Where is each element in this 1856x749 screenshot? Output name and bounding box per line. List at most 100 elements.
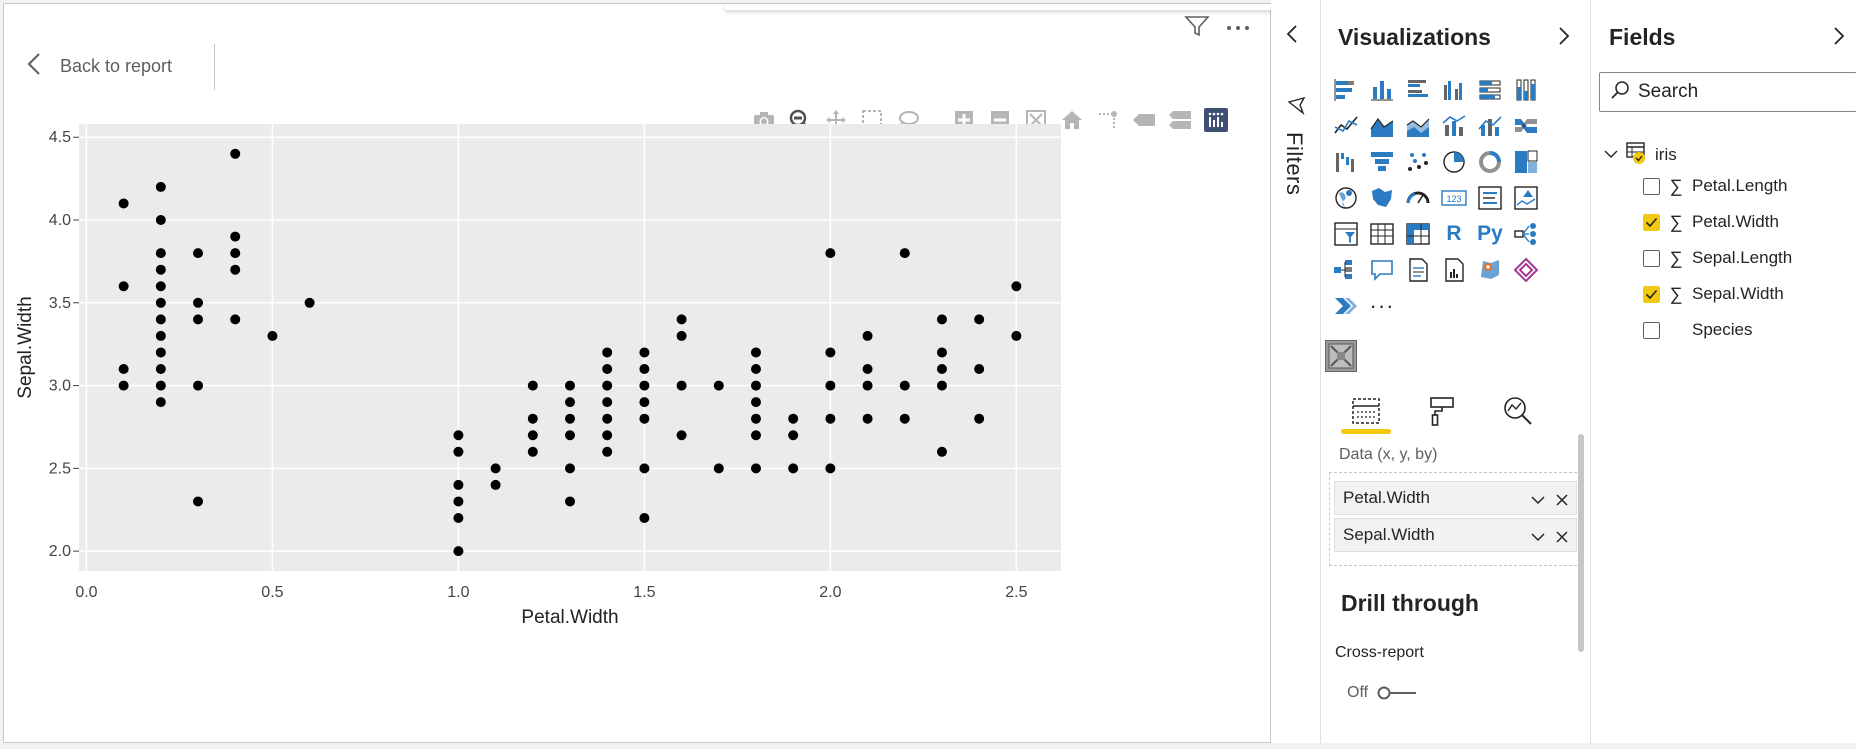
scatter-point[interactable] [453,496,464,507]
pie-chart-icon[interactable] [1436,144,1472,180]
chevron-right-icon[interactable] [1832,26,1846,51]
scatter-point[interactable] [304,297,315,308]
scatter-point[interactable] [825,347,836,358]
scatter-point[interactable] [750,347,761,358]
line-chart-icon[interactable] [1328,108,1364,144]
scatter-point[interactable] [230,264,241,275]
scatter-point[interactable] [974,314,985,325]
more-options-icon[interactable] [1226,20,1250,38]
scatter-point[interactable] [267,330,278,341]
scatter-point[interactable] [155,347,166,358]
waterfall-chart-icon[interactable] [1328,144,1364,180]
key-influencers-icon[interactable] [1508,216,1544,252]
scatter-point[interactable] [639,397,650,408]
donut-chart-icon[interactable] [1472,144,1508,180]
scatter-point[interactable] [825,413,836,424]
map-icon[interactable] [1328,180,1364,216]
power-apps-icon[interactable] [1508,252,1544,288]
scatter-point[interactable] [936,364,947,375]
scatter-point[interactable] [118,364,129,375]
scatter-point[interactable] [676,430,687,441]
scatter-point[interactable] [565,496,575,507]
scatter-point[interactable] [155,397,166,408]
chevron-down-icon[interactable] [1530,528,1546,548]
scatter-point[interactable] [155,380,166,391]
scatter-point[interactable] [155,314,166,325]
field-item[interactable]: ∑ Sepal.Length [1603,240,1792,276]
scatter-point[interactable] [230,248,241,259]
plotly-logo-icon[interactable] [1198,106,1234,134]
scatter-point[interactable] [527,413,538,424]
scatter-point[interactable] [193,496,204,507]
checkbox-checked[interactable] [1643,213,1660,231]
scatter-point[interactable] [193,380,204,391]
scatter-point[interactable] [490,479,501,490]
chevron-right-icon[interactable] [1557,26,1571,51]
scatter-point[interactable] [825,463,836,474]
well-field-petal-width[interactable]: Petal.Width [1334,481,1577,515]
stacked-bar-chart-icon[interactable] [1328,72,1364,108]
scatter-point[interactable] [155,281,166,292]
scatter-point[interactable] [639,347,650,358]
scatter-point[interactable] [453,513,464,524]
scatter-point[interactable] [750,430,761,441]
well-field-sepal-width[interactable]: Sepal.Width [1334,518,1577,552]
gauge-icon[interactable] [1400,180,1436,216]
scatter-chart-icon[interactable] [1400,144,1436,180]
field-item[interactable]: ∑ Petal.Length [1603,168,1792,204]
scatter-point[interactable] [118,281,129,292]
scatter-point[interactable] [453,430,464,441]
scatter-point[interactable] [974,364,985,375]
scatter-point[interactable] [750,413,761,424]
scatter-point[interactable] [565,430,575,441]
scatter-point[interactable] [602,364,613,375]
checkbox-unchecked[interactable] [1643,249,1660,267]
scatter-point[interactable] [565,397,575,408]
smart-narrative-icon[interactable] [1400,252,1436,288]
scatter-point[interactable] [862,330,873,341]
scatter-point[interactable] [1011,281,1022,292]
scatter-point[interactable] [788,463,799,474]
field-item[interactable]: ∑ Sepal.Width [1603,276,1792,312]
scatter-point[interactable] [527,380,538,391]
area-chart-icon[interactable] [1364,108,1400,144]
scatter-point[interactable] [862,380,873,391]
scatter-point[interactable] [490,463,501,474]
100-stacked-column-chart-icon[interactable] [1508,72,1544,108]
scatter-point[interactable] [118,198,129,209]
decomposition-tree-icon[interactable] [1328,252,1364,288]
scatter-point[interactable] [155,248,166,259]
scatter-point[interactable] [899,413,910,424]
power-automate-icon[interactable] [1328,288,1364,324]
filters-pane-collapsed[interactable]: Filters [1271,0,1321,743]
scatter-point[interactable] [899,380,910,391]
scatter-point[interactable] [565,413,575,424]
scatter-point[interactable] [862,364,873,375]
table-node-iris[interactable]: iris [1603,141,1792,168]
paginated-report-icon[interactable] [1436,252,1472,288]
scatter-point[interactable] [750,397,761,408]
scatter-point[interactable] [155,330,166,341]
scatter-point[interactable] [750,364,761,375]
scatter-point[interactable] [602,380,613,391]
tab-analytics[interactable] [1487,388,1549,434]
more-visuals-icon[interactable]: ··· [1364,288,1400,324]
scatter-point[interactable] [750,463,761,474]
scatter-point[interactable] [453,546,464,557]
tab-format[interactable] [1411,388,1473,434]
scatter-point[interactable] [602,347,613,358]
scatter-point[interactable] [899,248,910,259]
ribbon-chart-icon[interactable] [1508,108,1544,144]
clustered-column-chart-icon[interactable] [1436,72,1472,108]
search-input[interactable] [1638,81,1838,103]
multi-row-card-icon[interactable] [1472,180,1508,216]
stacked-column-chart-icon[interactable] [1364,72,1400,108]
python-visual-icon[interactable]: Py [1472,216,1508,252]
selected-python-visual-icon[interactable] [1325,340,1357,372]
tab-fields-build[interactable] [1335,388,1397,434]
scatter-point[interactable] [713,463,724,474]
scatter-point[interactable] [639,463,650,474]
scatter-point[interactable] [230,148,241,159]
scatter-point[interactable] [193,297,204,308]
scatter-point[interactable] [639,364,650,375]
